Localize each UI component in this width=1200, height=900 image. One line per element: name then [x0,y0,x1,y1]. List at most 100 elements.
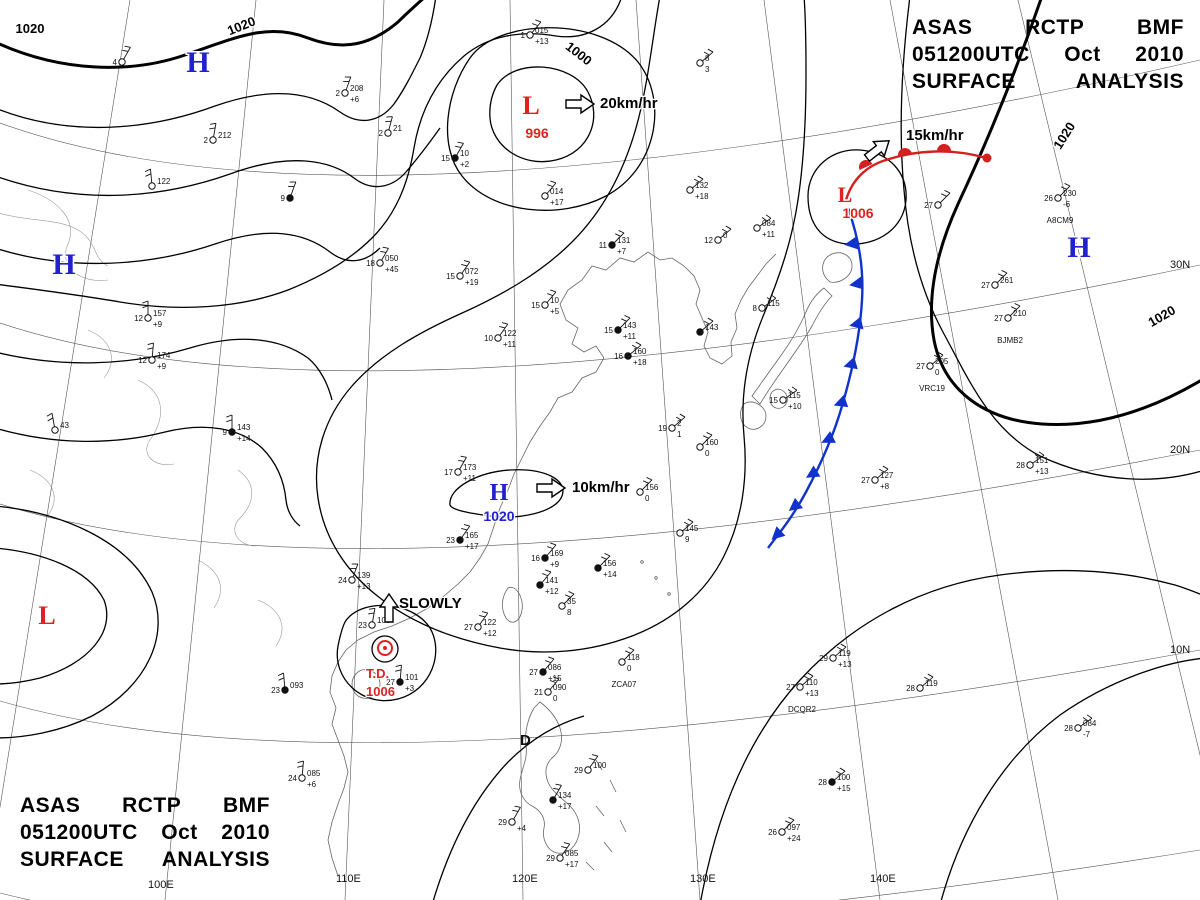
station-plot: 014+17 [541,180,564,207]
station-plot: 27 [924,190,951,210]
warm-front-semicircle [859,160,873,170]
cold-front-line [767,207,864,549]
station-temp: 8 [753,304,758,313]
station-temp: 2 [336,89,341,98]
station-circle [541,192,549,200]
wind-barb-tick [635,341,642,346]
wind-barb-tick [628,647,635,651]
isobar-996-low-inner [489,66,595,163]
station-plot: 122 [144,168,171,190]
station-plot: 2 212 [204,122,232,145]
station-plot: 28 100 +15 [818,767,851,793]
station-tendency: +9 [550,560,560,569]
station-plot: 12 174 +9 [138,342,171,371]
station-plot: 15 10 +5 [531,289,560,316]
station-circle [456,536,464,544]
isobar-label: 1020 [16,21,45,36]
station-circle [1054,194,1062,202]
station-temp: 27 [981,281,990,290]
wind-barb-tick [545,660,552,664]
station-temp: 24 [338,576,347,585]
station-callsign: A8CM9 [1047,216,1074,225]
wind-barb-tick [568,591,575,595]
station-tendency: 0 [553,694,558,703]
cold-front-triangle [771,526,786,540]
station-plot: 132+18 [686,175,709,201]
wind-barb-tick [561,845,568,849]
wind-barb-tick [209,127,216,130]
station-tendency: +24 [787,834,801,843]
title-word: SURFACE [20,848,124,871]
station-tendency: +17 [558,802,572,811]
lon-label: 100E [148,879,174,891]
lon-label: 140E [870,873,896,885]
station-plot: 10 122 +11 [484,322,517,349]
title-word: ANALYSIS [1075,70,1184,93]
wind-barb-tick [395,669,402,672]
wind-barb-tick [693,178,700,183]
station-circle [778,828,786,836]
station-tendency: 9 [685,535,690,544]
wind-barb-tick [683,521,690,526]
station-plot: 1 015 +13 [521,19,549,46]
station-plot: 24 085 +6 [288,760,321,789]
movement-arrows: 20km/hr 15km/hr 10km/hr SLOWLY [378,93,965,623]
wind-barb-tick [463,524,470,527]
station-pressure: 210 [1013,309,1027,318]
station-pressure: 014 [550,187,564,196]
station-pressure: 086 [548,663,562,672]
wind-barb-tick [624,315,631,319]
station-temp: 23 [446,536,455,545]
station-pressure: 143 [623,321,637,330]
movement-label: SLOWLY [399,595,462,612]
pressure-center-H: H [52,248,75,281]
station-plot: 15 115 +10 [769,386,802,411]
station-plot: 24 139 +13 [338,563,371,591]
station-tendency: +45 [385,265,399,274]
title-word: 051200UTC [20,821,138,844]
title-line: ASAS RCTP BMF [20,792,270,819]
station-tendency: +7 [617,247,627,256]
station-circle [926,362,934,370]
station-pressure: 0 [723,231,728,240]
japan-shikoku [769,388,788,409]
station-tendency: 1 [677,430,682,439]
station-circle [1004,314,1012,322]
movement-arrow-icon [378,592,400,623]
station-callsign: ZCA07 [612,680,637,689]
station-pressure: 35 [567,597,576,606]
station-pressure: 084 [1083,719,1097,728]
station-circle [686,186,694,194]
wind-barb-tick [621,318,627,322]
cold-front-triangle [849,276,864,290]
station-circle [753,224,761,232]
station-circle [636,488,644,496]
wind-barb-tick [703,51,710,56]
wind-barb-tick [646,477,653,481]
station-pressure: 131 [617,236,631,245]
station-plot: 16 160 +18 [614,341,647,367]
wind-barb-tick [479,614,486,618]
wind-barb-tick [550,680,557,684]
station-pressure: 10 [550,296,559,305]
station-circle [608,241,616,249]
station-temp: 27 [386,678,395,687]
wind-barb-tick [145,173,152,177]
station-temp: 27 [861,476,870,485]
wind-barb-tick [547,546,554,550]
station-tendency: +13 [838,660,852,669]
station-temp: 12 [704,236,713,245]
wind-barb-tick [604,553,611,557]
station-pressure: 157 [153,309,167,318]
pressure-center-value: 1006 [842,205,873,221]
station-plot: 12 157 +9 [134,300,167,329]
station-circle [991,281,999,289]
station-plot: 15 10 +2 [441,141,470,169]
wind-barb-tick [297,760,304,764]
wind-barb-tick [791,386,798,391]
station-plot: 26 097 +24 [768,817,801,843]
station-tendency: +15 [548,674,562,683]
station-circle [1074,724,1082,732]
station-plot: 17 173 +11 [444,455,477,483]
station-plot: 18 050 +45 [366,246,399,274]
